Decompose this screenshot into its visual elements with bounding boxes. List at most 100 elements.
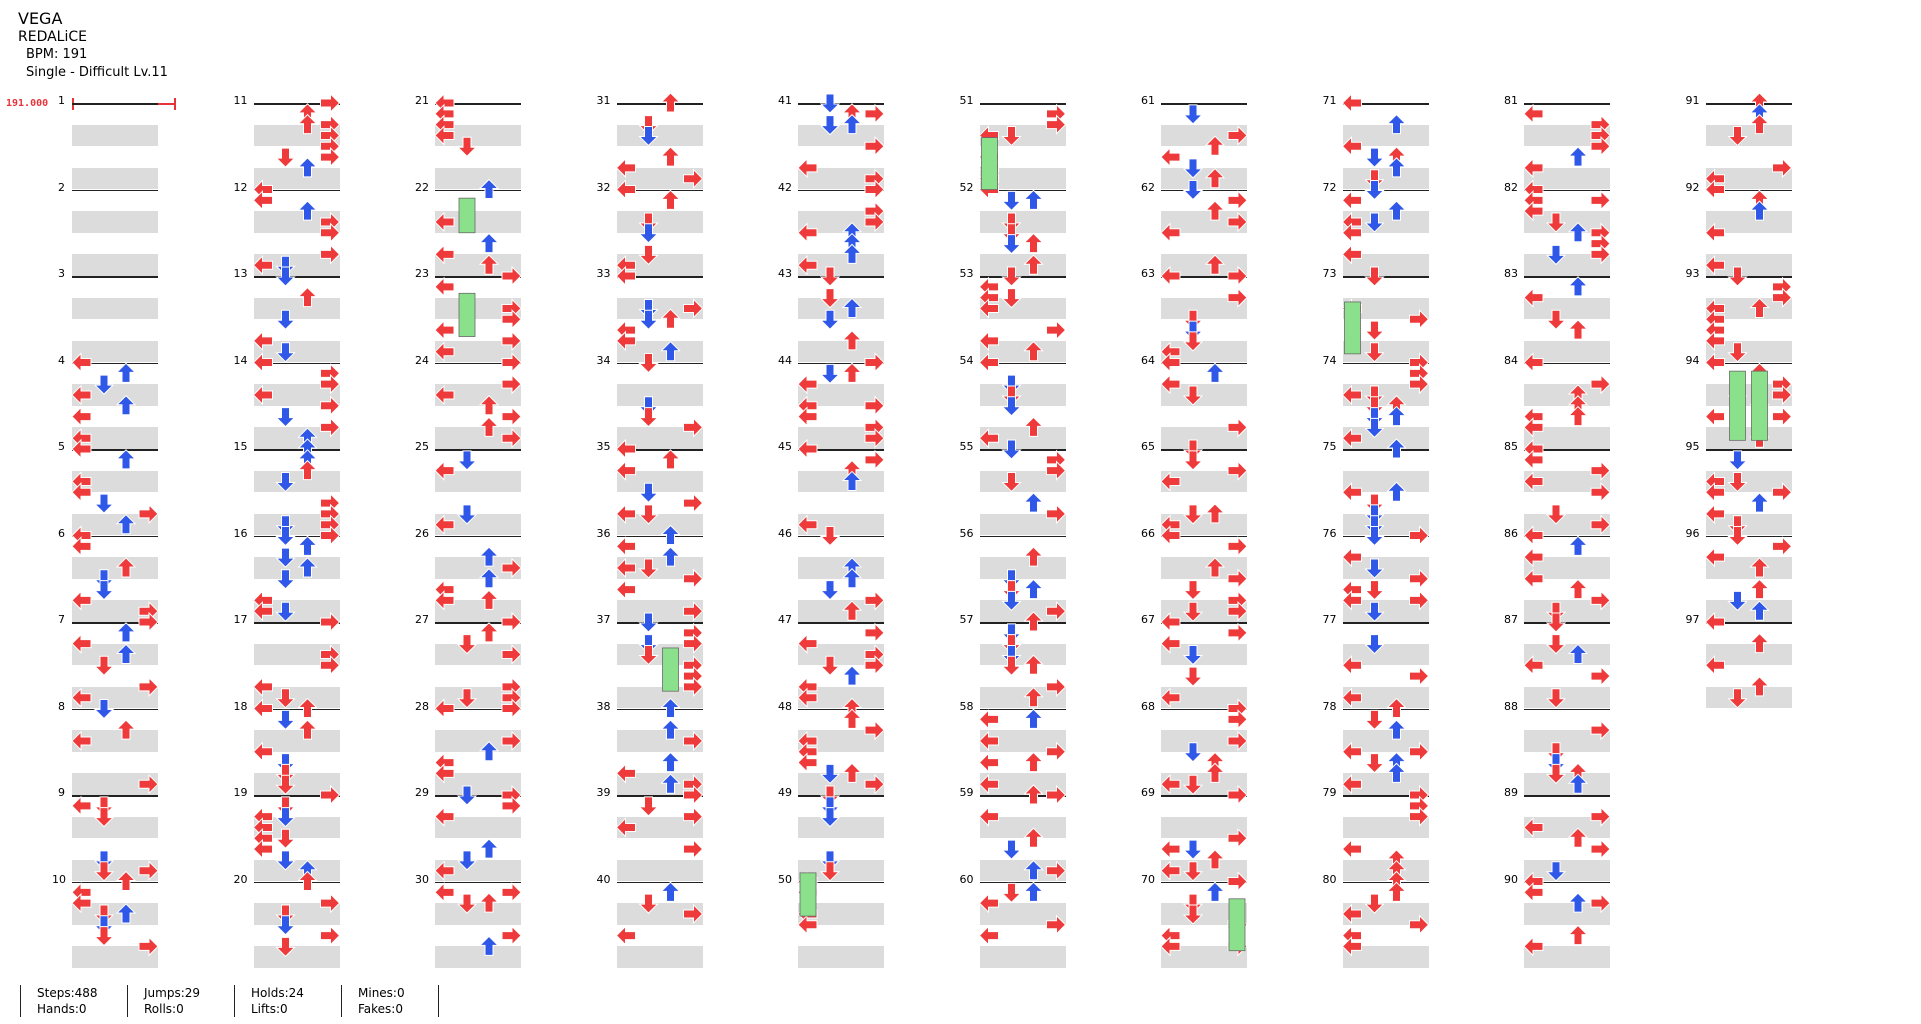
step-arrow-icon	[819, 93, 841, 114]
step-arrow-icon	[1341, 936, 1362, 957]
measure-line	[1161, 622, 1247, 624]
step-arrow-icon	[275, 309, 296, 330]
beat-band	[1161, 773, 1247, 795]
beat-band	[1161, 730, 1247, 752]
step-arrow-icon	[1160, 687, 1181, 708]
step-arrow-icon	[1341, 590, 1362, 611]
beat-band	[798, 859, 884, 882]
measure-line	[979, 103, 1066, 105]
step-arrow-icon	[978, 352, 999, 373]
step-arrow-icon	[71, 406, 92, 427]
beat-band	[1705, 124, 1792, 147]
step-arrow-icon	[1160, 525, 1181, 546]
measure-number: 3	[58, 267, 65, 280]
beat-band	[1161, 427, 1247, 449]
beat-band	[1161, 816, 1247, 839]
step-arrow-icon	[501, 265, 522, 287]
step-arrow-icon	[1182, 450, 1204, 471]
step-arrow-icon	[1749, 632, 1770, 654]
beat-band	[979, 903, 1066, 925]
beat-band	[616, 384, 703, 406]
step-arrow-icon	[275, 688, 296, 709]
beat-band	[72, 124, 158, 147]
step-arrow-icon	[1364, 212, 1385, 233]
step-arrow-icon	[456, 850, 478, 871]
step-arrow-icon	[1227, 709, 1248, 730]
beat-band	[72, 816, 158, 839]
beat-band	[1161, 384, 1247, 406]
step-arrow-icon	[660, 92, 681, 113]
measure-line	[1161, 362, 1247, 364]
measure-number: 93	[1685, 267, 1700, 280]
step-arrow-icon	[1023, 546, 1044, 567]
measure-line	[1524, 708, 1610, 710]
step-arrow-icon	[660, 340, 681, 362]
step-arrow-icon	[1409, 373, 1430, 395]
step-arrow-icon	[1160, 860, 1181, 881]
step-arrow-icon	[615, 179, 636, 200]
step-arrow-icon	[660, 751, 681, 773]
measure-line	[435, 795, 521, 797]
step-arrow-icon	[478, 892, 500, 913]
step-arrow-icon	[1182, 601, 1204, 622]
measure-line	[72, 189, 158, 191]
measure-number: 64	[1141, 353, 1155, 367]
beat-band	[72, 903, 158, 925]
beat-band	[1705, 686, 1792, 709]
step-arrow-icon	[1364, 709, 1385, 731]
stat-mines: Mines:0	[358, 986, 405, 1000]
step-arrow-icon	[1046, 460, 1067, 481]
measure-number: 76	[1322, 526, 1337, 540]
step-arrow-icon	[1001, 839, 1022, 860]
step-arrow-icon	[1341, 741, 1362, 762]
step-arrow-icon	[1409, 806, 1430, 827]
step-arrow-icon	[1523, 417, 1544, 438]
step-arrow-icon	[478, 741, 500, 762]
measure-number: 23	[415, 267, 429, 280]
step-arrow-icon	[615, 330, 636, 352]
measure-number: 67	[1141, 613, 1155, 626]
step-arrow-icon	[1182, 104, 1204, 125]
beat-band	[435, 600, 521, 622]
measure-number: 33	[596, 267, 611, 280]
measure-line	[435, 535, 521, 537]
beat-band	[1524, 557, 1610, 579]
step-arrow-icon	[434, 514, 455, 535]
measure-number: 20	[233, 872, 248, 886]
beat-band	[72, 384, 158, 406]
step-arrow-icon	[638, 309, 659, 330]
step-arrow-icon	[1227, 287, 1248, 308]
step-arrow-icon	[683, 298, 704, 319]
measure-number: 86	[1504, 526, 1518, 540]
step-arrow-icon	[297, 697, 318, 718]
stats-jumps-rolls: Jumps:29 Rolls:0	[127, 985, 234, 1017]
step-arrow-icon	[1523, 936, 1544, 957]
step-arrow-icon	[478, 416, 500, 437]
measure-line	[798, 708, 884, 710]
step-arrow-icon	[1567, 319, 1589, 340]
measure-line	[1705, 362, 1792, 364]
beat-band	[616, 470, 703, 493]
song-header: VEGA REDALiCE BPM: 191 Single - Difficul…	[18, 10, 168, 82]
step-arrow-icon	[138, 860, 159, 881]
beat-band	[798, 340, 884, 363]
step-arrow-icon	[252, 838, 273, 860]
beat-band	[798, 903, 884, 925]
step-arrow-icon	[638, 612, 659, 633]
measure-number: 37	[596, 613, 611, 626]
step-arrow-icon	[1001, 396, 1022, 417]
step-arrow-icon	[434, 319, 455, 341]
step-arrow-icon	[1023, 827, 1044, 848]
measure-number: 31	[596, 94, 611, 107]
step-arrow-icon	[660, 524, 681, 545]
step-arrow-icon	[1523, 200, 1544, 222]
beat-band	[979, 297, 1066, 320]
beat-band	[1342, 946, 1429, 968]
step-arrow-icon	[320, 655, 341, 676]
beat-band	[979, 859, 1066, 882]
step-arrow-icon	[1772, 482, 1793, 503]
step-arrow-icon	[1227, 730, 1248, 752]
step-arrow-icon	[1590, 190, 1611, 211]
beat-band	[72, 167, 158, 190]
step-arrow-icon	[1545, 309, 1567, 330]
